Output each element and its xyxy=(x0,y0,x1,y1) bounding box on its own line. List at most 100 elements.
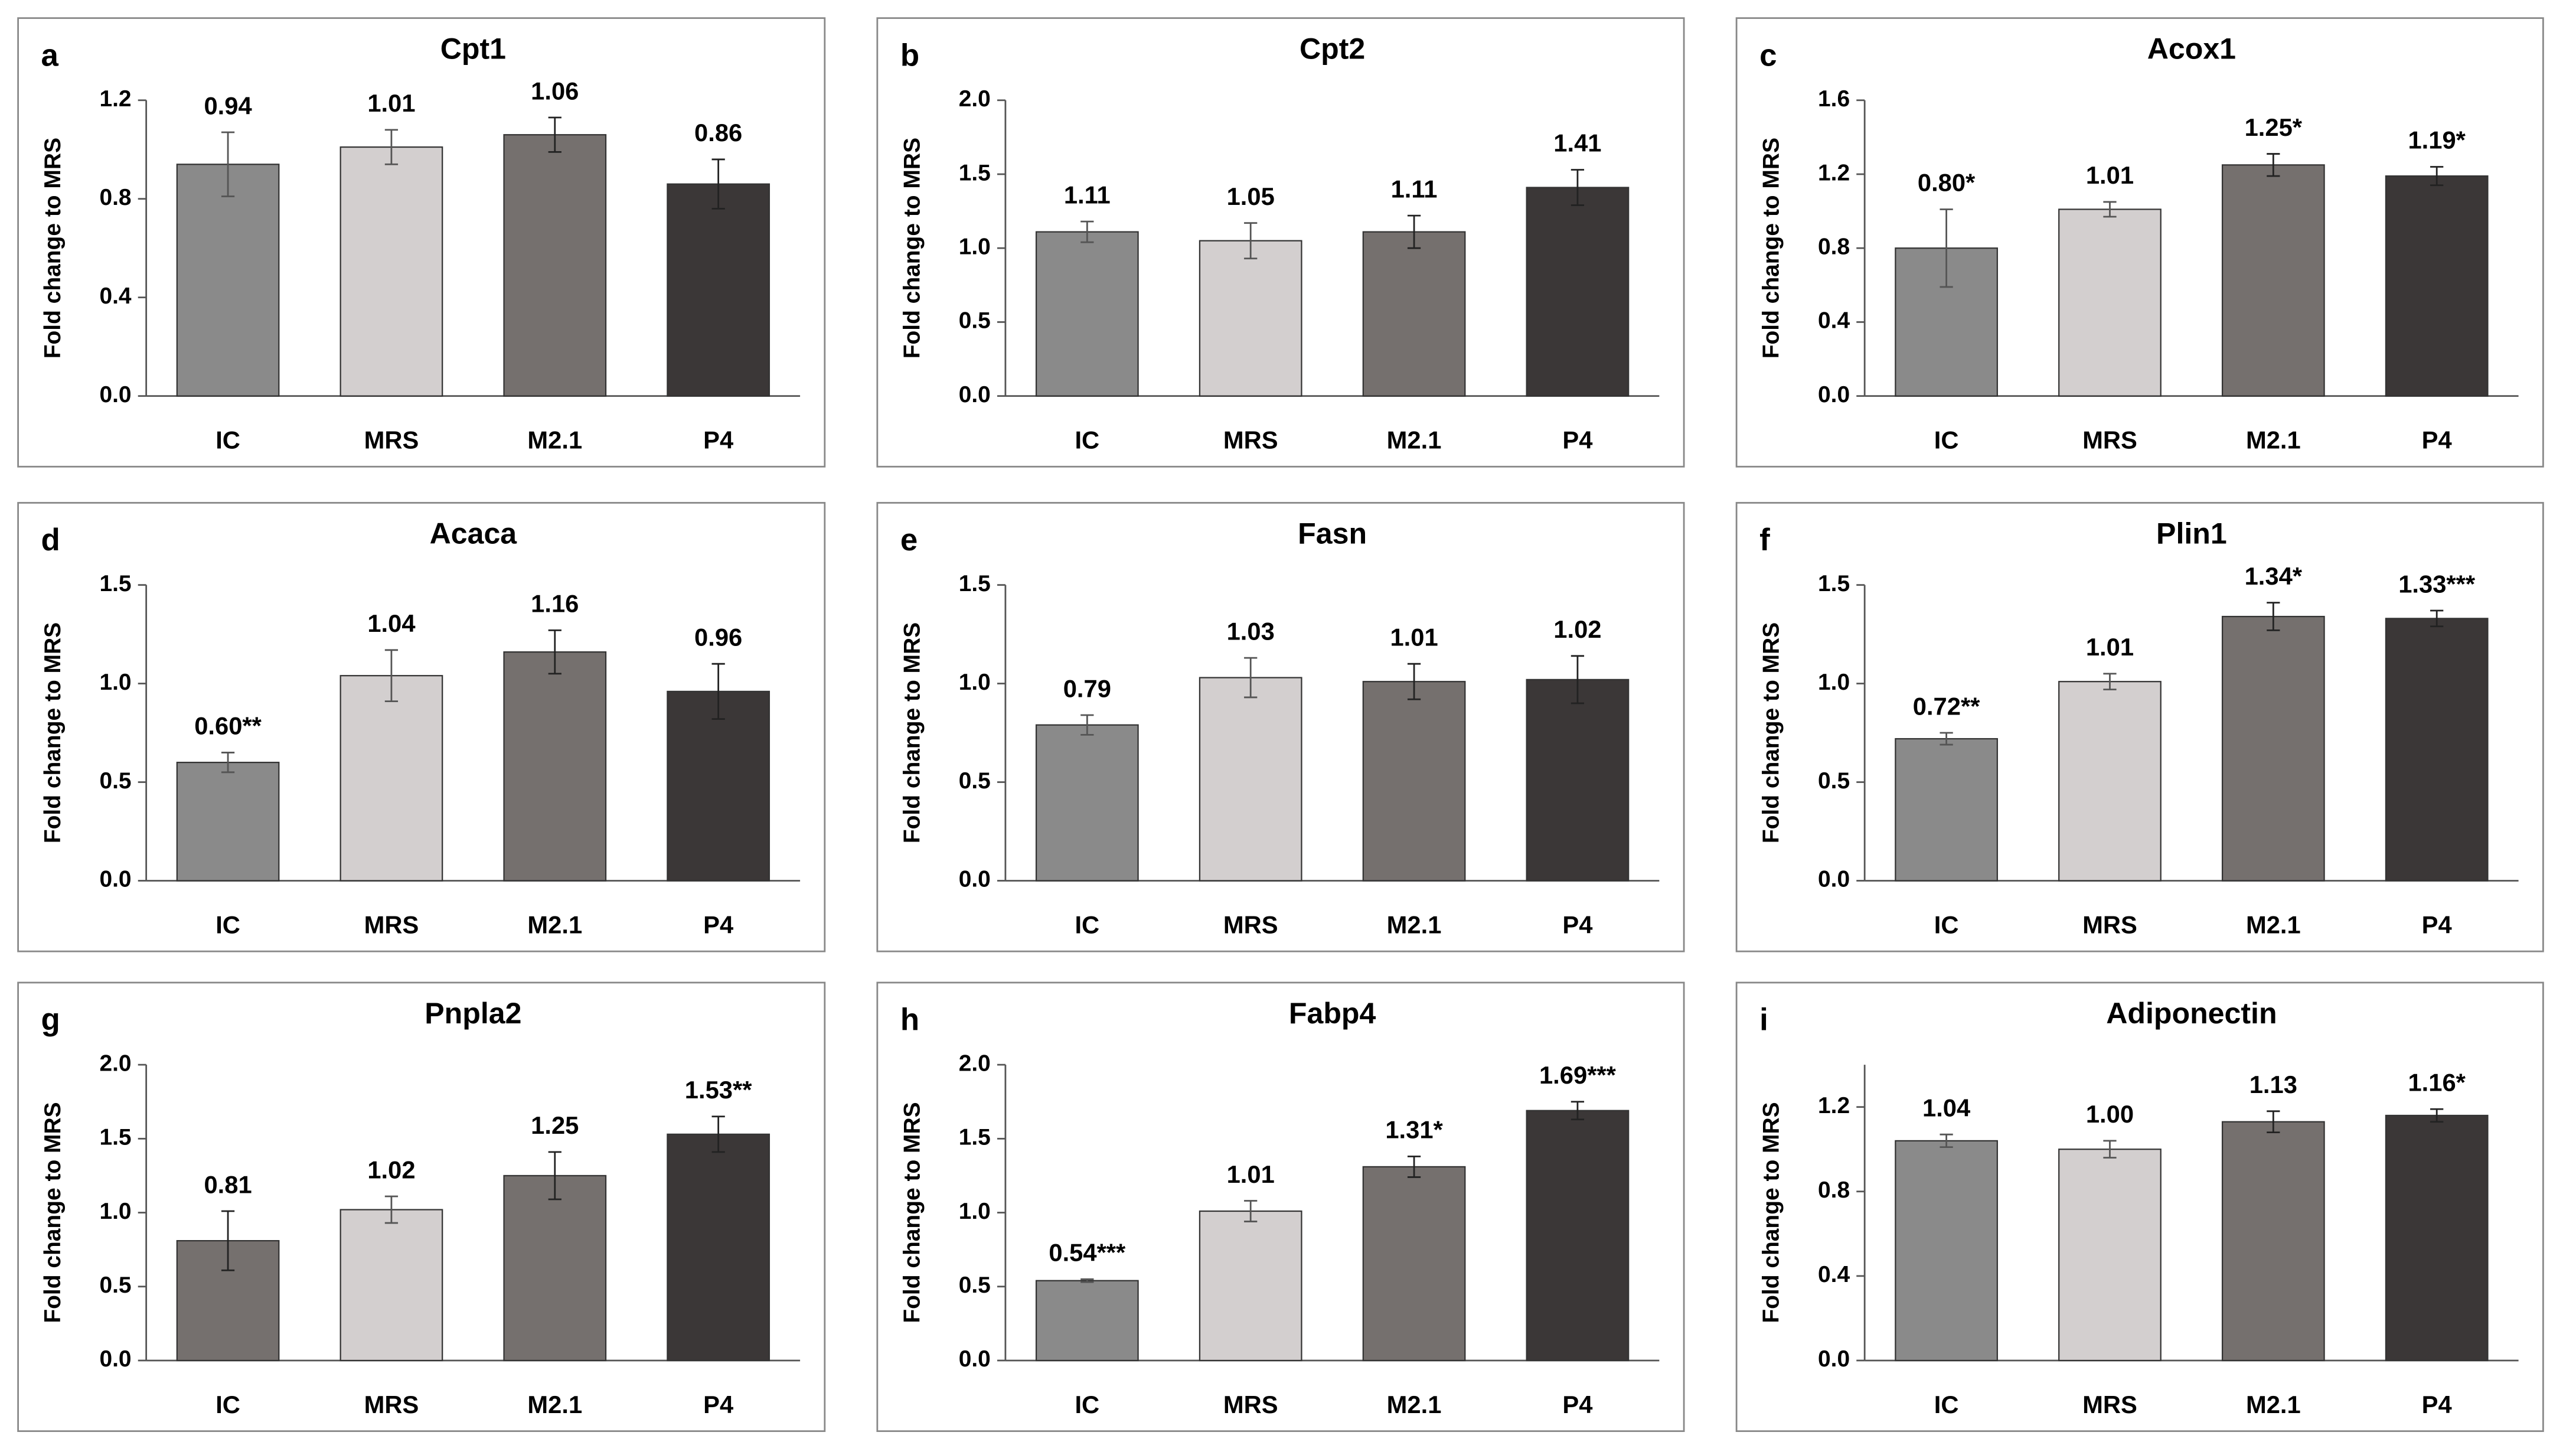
y-tick-label: 2.0 xyxy=(959,86,991,112)
bar xyxy=(1526,1110,1630,1362)
y-tick-label: 0.5 xyxy=(959,768,991,794)
error-bar xyxy=(1571,1101,1585,1121)
bar xyxy=(1362,231,1466,397)
bar xyxy=(2385,1114,2489,1362)
bar xyxy=(2058,208,2162,397)
x-tick-label: M2.1 xyxy=(2246,426,2301,454)
y-tick-label: 1.5 xyxy=(959,160,991,185)
x-tick-label: P4 xyxy=(1562,911,1592,938)
x-tick-label: M2.1 xyxy=(1387,911,1442,938)
panel-letter: h xyxy=(900,1003,919,1038)
x-tick-label: MRS xyxy=(364,426,419,454)
x-tick-label: IC xyxy=(1075,426,1099,454)
y-axis-label: Fold change to MRS xyxy=(40,138,66,358)
value-label: 1.04 xyxy=(1922,1094,1970,1121)
error-bar xyxy=(1080,1278,1094,1283)
x-tick-label: MRS xyxy=(364,1391,419,1418)
x-tick-label: P4 xyxy=(703,1391,733,1418)
value-label: 1.16* xyxy=(2408,1069,2466,1097)
y-axis-label: Fold change to MRS xyxy=(40,622,66,843)
x-tick-label: P4 xyxy=(2422,1391,2452,1418)
bar xyxy=(2221,164,2325,397)
value-label: 1.00 xyxy=(2086,1100,2134,1128)
bar xyxy=(2058,681,2162,882)
x-tick-label: M2.1 xyxy=(527,426,582,454)
y-tick-label: 0.4 xyxy=(99,283,131,309)
x-tick-label: MRS xyxy=(2082,426,2137,454)
chart-title: Cpt1 xyxy=(440,32,506,66)
error-bar xyxy=(548,629,561,675)
chart-title: Fabp4 xyxy=(1289,997,1376,1030)
value-label: 1.19* xyxy=(2408,126,2466,154)
x-tick-label: M2.1 xyxy=(527,911,582,938)
y-tick-label: 0.0 xyxy=(1818,867,1850,892)
x-tick-label: P4 xyxy=(703,426,733,454)
value-label: 1.11 xyxy=(1391,175,1438,203)
bar xyxy=(1199,240,1302,397)
x-tick-label: MRS xyxy=(364,911,419,938)
y-tick-label: 0.5 xyxy=(959,308,991,334)
bar xyxy=(667,1133,770,1362)
y-tick-label: 1.0 xyxy=(99,1199,131,1224)
x-tick-label: P4 xyxy=(2422,426,2452,454)
error-bar xyxy=(384,1195,399,1224)
error-bar xyxy=(1571,169,1585,206)
error-bar xyxy=(1940,1133,1953,1149)
value-label: 1.01 xyxy=(367,89,415,117)
chart-title: Acaca xyxy=(430,517,518,550)
error-bar xyxy=(2267,1110,2280,1133)
y-axis-label: Fold change to MRS xyxy=(1759,138,1784,358)
error-bar xyxy=(1244,657,1258,699)
y-tick-label: 0.0 xyxy=(959,867,991,892)
bar xyxy=(1362,681,1466,882)
bar xyxy=(176,164,280,397)
y-tick-label: 0.0 xyxy=(1818,1346,1850,1372)
y-tick-label: 1.2 xyxy=(99,86,131,112)
value-label: 0.54*** xyxy=(1049,1239,1126,1267)
x-tick-label: IC xyxy=(216,1391,240,1418)
y-tick-label: 0.0 xyxy=(99,382,131,407)
value-label: 0.81 xyxy=(204,1170,252,1198)
bar xyxy=(667,183,770,397)
error-bar xyxy=(384,129,399,165)
x-tick-label: P4 xyxy=(2422,911,2452,938)
bar xyxy=(2221,1121,2325,1362)
panel: 0.0 0.5 1.0 1.5 2.0 1.11 IC 1.05 MRS 1.11 M2.1 1.41… xyxy=(876,17,1685,468)
x-tick-label: IC xyxy=(1075,911,1099,938)
value-label: 1.33*** xyxy=(2398,570,2476,598)
bar xyxy=(339,146,443,397)
x-tick-label: MRS xyxy=(1223,426,1278,454)
y-axis-label: Fold change to MRS xyxy=(40,1102,66,1323)
y-tick-label: 1.0 xyxy=(99,670,131,695)
error-bar xyxy=(1571,655,1585,704)
error-bar xyxy=(1940,208,1953,288)
error-bar xyxy=(711,1115,725,1153)
value-label: 1.03 xyxy=(1227,617,1275,645)
y-tick-label: 0.4 xyxy=(1818,308,1850,334)
panel-letter: d xyxy=(41,523,60,557)
y-tick-label: 0.5 xyxy=(959,1273,991,1298)
value-label: 0.96 xyxy=(694,623,742,651)
bar xyxy=(1895,1140,1998,1362)
chart-title: Plin1 xyxy=(2156,517,2227,550)
value-label: 0.94 xyxy=(204,92,252,119)
panel-letter: i xyxy=(1759,1003,1768,1038)
value-label: 1.04 xyxy=(367,609,415,637)
bar xyxy=(1035,724,1139,882)
panel: 0.0 0.4 0.8 1.2 1.04 IC 1.00 MRS 1.13 M2.1 1.16* P4… xyxy=(1735,981,2544,1433)
bar xyxy=(2385,175,2489,397)
panel: 0.0 0.5 1.0 1.5 2.0 0.54*** IC 1.01 MRS 1.31* M2.1… xyxy=(876,981,1685,1433)
error-bar xyxy=(2430,609,2444,628)
value-label: 1.01 xyxy=(2086,161,2134,189)
panel: 0.0 0.5 1.0 1.5 2.0 0.81 IC 1.02 MRS 1.25 M2.1 1.53… xyxy=(17,981,826,1433)
value-label: 1.69*** xyxy=(1539,1061,1617,1089)
y-tick-label: 1.5 xyxy=(959,571,991,596)
value-label: 1.16 xyxy=(531,590,579,618)
y-tick-label: 0.0 xyxy=(1818,382,1850,407)
error-bar xyxy=(548,1151,561,1200)
bar xyxy=(503,651,607,882)
y-axis-label: Fold change to MRS xyxy=(1759,622,1784,843)
x-tick-label: MRS xyxy=(1223,1391,1278,1418)
bar xyxy=(339,1209,443,1362)
y-tick-label: 0.0 xyxy=(99,867,131,892)
